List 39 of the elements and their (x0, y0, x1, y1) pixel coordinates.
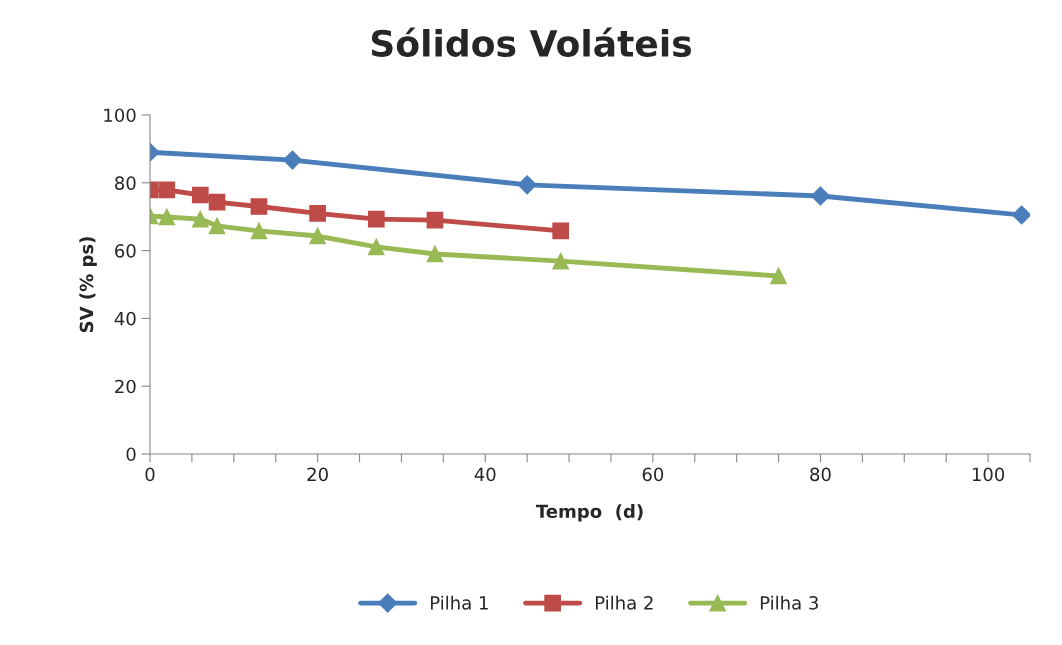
x-tick-label: 0 (145, 467, 155, 482)
point (552, 222, 570, 240)
x-axis-title: Tempo (d) (535, 504, 643, 522)
y-axis-title: SV (% ps) (79, 237, 97, 333)
y-tick-label: 60 (115, 244, 136, 258)
point (250, 222, 268, 240)
point (426, 211, 444, 229)
x-tick-label: 100 (972, 467, 1005, 482)
point (250, 198, 268, 215)
legend-label: Pilha 2 (595, 595, 653, 610)
point (810, 186, 831, 206)
point (208, 193, 226, 211)
point (770, 267, 787, 285)
point (309, 204, 326, 222)
point (1012, 205, 1030, 225)
legend-label: Pilha 3 (760, 595, 818, 610)
y-tick-label: 40 (114, 311, 136, 326)
legend-label: Pilha 1 (430, 595, 488, 610)
x-tick-label: 80 (810, 467, 831, 482)
y-tick-label: 20 (115, 379, 136, 394)
y-tick-label: 100 (104, 108, 136, 123)
point (426, 245, 444, 263)
point (517, 175, 537, 195)
point (367, 210, 385, 228)
point (367, 238, 385, 256)
point (191, 186, 209, 204)
point (552, 252, 570, 270)
x-tick-label: 40 (474, 467, 496, 482)
chart-title: Sólidos Voláteis (371, 27, 692, 57)
y-tick-label: 0 (126, 447, 136, 462)
point (208, 217, 226, 235)
point (191, 210, 209, 228)
point (158, 208, 176, 226)
point (158, 181, 176, 199)
x-tick-label: 20 (307, 467, 328, 482)
x-tick-label: 60 (642, 467, 664, 482)
point (282, 150, 303, 170)
y-tick-label: 80 (115, 176, 136, 190)
point (309, 227, 326, 245)
